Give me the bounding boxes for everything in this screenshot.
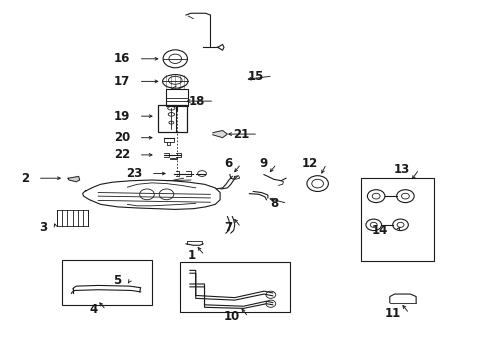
Text: 17: 17 — [113, 75, 130, 88]
Text: 8: 8 — [270, 197, 278, 210]
Text: 19: 19 — [113, 110, 130, 123]
Text: 1: 1 — [187, 249, 195, 262]
Text: 22: 22 — [113, 148, 130, 161]
Text: 11: 11 — [384, 307, 400, 320]
Text: 9: 9 — [259, 157, 267, 170]
Polygon shape — [68, 176, 80, 182]
Text: 16: 16 — [113, 52, 130, 65]
Bar — [61, 260, 152, 305]
Bar — [158, 105, 186, 132]
Text: 13: 13 — [393, 163, 409, 176]
Text: 18: 18 — [189, 95, 205, 108]
Text: 2: 2 — [21, 172, 29, 185]
Text: 5: 5 — [113, 274, 121, 287]
Text: 12: 12 — [301, 157, 317, 170]
Text: 15: 15 — [247, 69, 264, 82]
Text: 4: 4 — [89, 303, 97, 316]
Text: 20: 20 — [113, 131, 130, 144]
Text: 23: 23 — [125, 167, 142, 180]
Text: 3: 3 — [39, 221, 47, 234]
Polygon shape — [212, 131, 227, 138]
Text: 6: 6 — [224, 157, 232, 170]
Bar — [166, 89, 188, 106]
Text: 10: 10 — [223, 310, 239, 324]
Bar — [180, 262, 289, 312]
Text: 7: 7 — [224, 221, 232, 234]
Text: 14: 14 — [371, 224, 387, 238]
Bar — [360, 178, 433, 261]
Text: 21: 21 — [233, 127, 249, 141]
